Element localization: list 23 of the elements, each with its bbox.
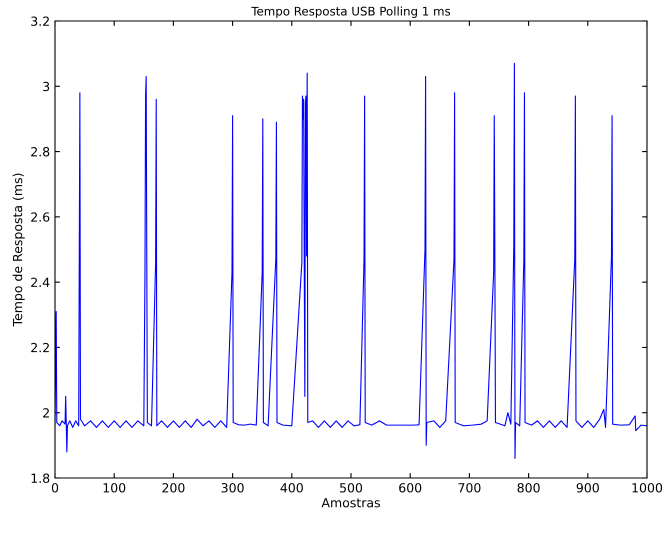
y-tick-label: 2.4 [31, 278, 50, 287]
x-tick-label: 100 [104, 483, 126, 493]
x-tick-label: 300 [222, 483, 244, 493]
x-tick-label: 700 [458, 483, 480, 493]
x-tick-label: 0 [52, 483, 58, 493]
y-tick-label: 2 [43, 408, 49, 418]
y-tick-label: 2.2 [31, 342, 49, 352]
y-tick-label: 3.2 [31, 16, 49, 26]
x-tick-label: 800 [518, 483, 540, 493]
x-tick-label: 1000 [632, 483, 662, 493]
y-axis-title: Tempo de Resposta (ms) [12, 174, 25, 326]
x-tick-label: 200 [162, 483, 184, 493]
chart-title: Tempo Resposta USB Polling 1 ms [251, 6, 450, 18]
y-tick-label: 2.8 [31, 147, 50, 156]
x-tick-label: 900 [576, 483, 599, 493]
x-tick-label: 400 [280, 483, 303, 493]
x-tick-label: 500 [340, 483, 362, 493]
y-tick-label: 2.6 [31, 212, 50, 222]
line-series [55, 62, 647, 459]
x-tick-label: 600 [399, 483, 422, 493]
y-tick-label: 1.8 [32, 473, 50, 483]
x-axis-title: Amostras [322, 498, 380, 508]
y-tick-label: 3 [43, 82, 50, 92]
